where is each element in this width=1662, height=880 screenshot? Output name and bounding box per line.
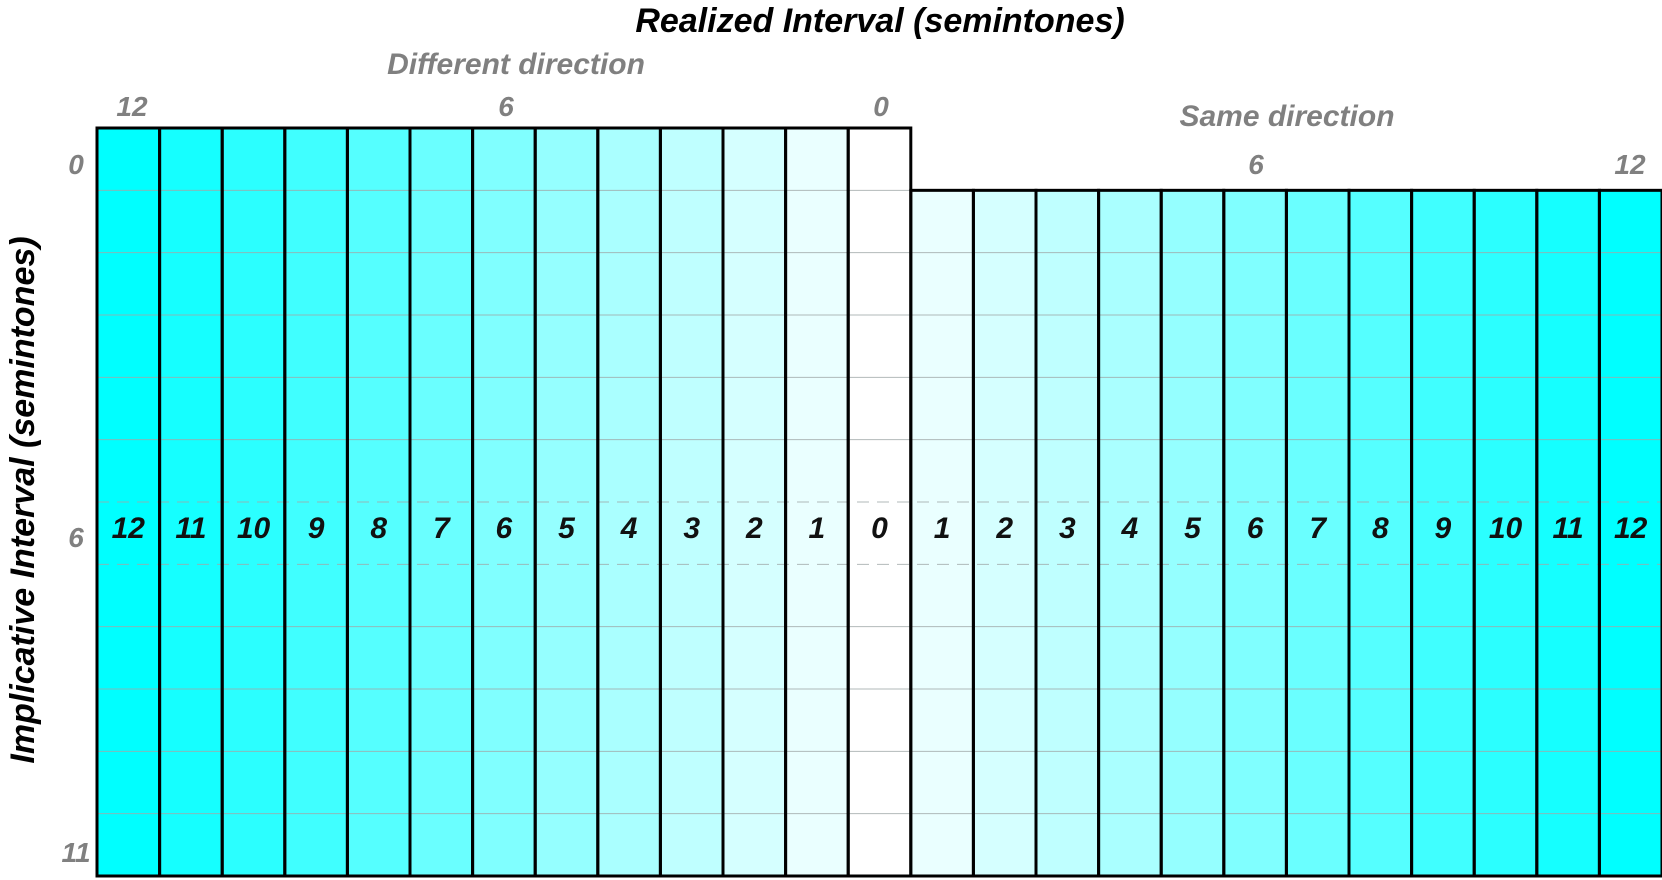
y-tick-label: 0 [68,149,84,180]
cell-value-label: 11 [175,512,206,545]
column-border [1597,188,1662,878]
same-direction-label: Same direction [1179,100,1394,133]
heatmap-column-different-10 [222,128,285,876]
y-tick-label: 11 [61,837,90,868]
cell-value-label: 10 [237,512,271,545]
cell-value-label: 9 [1435,512,1452,545]
x-axis-ticks: 12 6 0 6 12 [116,91,1646,180]
cell-value-label: 3 [1059,512,1076,545]
heatmap-column-same-4 [1098,190,1162,877]
heatmap-column-same-8 [1349,190,1412,877]
cell-value-label: 5 [558,512,576,545]
cell-value-label: 1 [809,512,826,545]
heatmap-column-same-9 [1411,190,1475,877]
heatmap-column-different-2 [723,128,786,876]
heatmap-column-same-2 [973,190,1036,877]
x-tick-label: 6 [498,91,514,122]
cell-value-label: 2 [995,512,1013,545]
heatmap-column-same-1 [910,190,974,877]
cell-value-label: 2 [745,512,763,545]
heatmap-column-same-5 [1161,190,1224,877]
different-direction-label: Different direction [387,48,645,81]
heatmap-column-same-12 [1599,190,1662,877]
cell-value-label: 12 [1614,512,1648,545]
cell-value-label: 9 [308,512,325,545]
y-tick-label: 6 [68,522,84,553]
x-tick-label: 12 [116,91,148,122]
cell-value-label: 5 [1184,512,1202,545]
cell-labels: 12 11 10 9 8 7 6 5 4 3 2 1 0 1 2 3 4 5 6 7 8 9 10 11 12 [112,512,1648,545]
x-tick-label: 12 [1614,149,1646,180]
heatmap-column-same-6 [1223,190,1287,877]
cell-value-label: 8 [1372,512,1389,545]
cell-value-label: 6 [496,512,513,545]
heatmap-column-same-10 [1474,190,1537,877]
heatmap-column-same-7 [1286,190,1349,877]
y-axis-label: Implicative Interval (semintones) [4,236,42,763]
column-borders [95,126,1662,878]
cell-value-label: 7 [433,512,451,545]
heatmap-column-same-11 [1536,190,1600,877]
cell-value-label: 3 [683,512,700,545]
chart-title: Realized Interval (semintones) [635,2,1124,40]
cell-value-label: 1 [934,512,951,545]
cell-value-label: 4 [1121,512,1139,545]
x-tick-label: 0 [873,91,889,122]
cell-value-label: 10 [1489,512,1523,545]
cell-value-label: 7 [1309,512,1327,545]
cell-value-label: 6 [1247,512,1264,545]
cell-value-label: 11 [1553,512,1584,545]
heatmap-column-same-3 [1036,190,1099,877]
y-axis-ticks: 0 6 11 [61,149,90,868]
x-tick-label: 6 [1248,149,1264,180]
grid-lines [97,189,1662,815]
cell-value-label: 4 [620,512,638,545]
heatmap-column-different-3 [660,128,723,876]
cell-value-label: 8 [370,512,387,545]
cell-value-label: 0 [871,512,888,545]
cell-value-label: 12 [112,512,146,545]
